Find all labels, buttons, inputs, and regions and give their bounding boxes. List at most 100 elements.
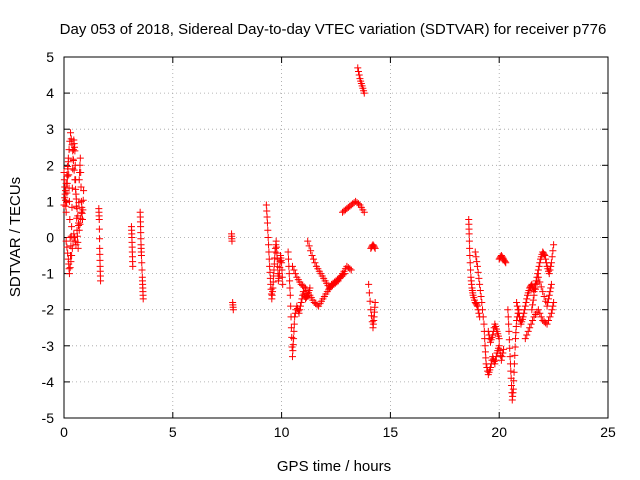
data-point [65,146,73,154]
y-tick-label: 0 [46,230,54,246]
data-point [137,252,145,260]
data-point [77,169,85,177]
data-point [290,266,298,274]
data-point [284,248,292,256]
data-point [63,171,71,179]
data-point [537,283,545,291]
data-point [473,262,481,270]
data-point [77,183,85,191]
data-point [69,147,77,155]
data-point [265,241,273,249]
data-point [486,363,494,371]
data-point [129,262,137,270]
data-point [73,205,81,213]
data-point [287,324,295,332]
data-point [514,306,522,314]
data-point [366,297,374,305]
data-point [269,284,277,292]
data-point [67,258,75,266]
data-point [68,141,76,149]
data-point [67,129,75,137]
data-point [548,253,556,261]
data-point [289,347,297,355]
data-point [66,264,74,272]
y-tick-label: -5 [42,410,55,426]
data-point [64,163,72,171]
y-tick-label: -3 [42,338,55,354]
data-point [65,197,73,205]
data-point [475,274,483,282]
data-point [287,302,295,310]
data-point [504,306,512,314]
data-point [266,268,274,276]
data-point [535,262,543,270]
data-point [531,284,539,292]
data-point [68,244,76,252]
data-point [512,335,520,343]
data-point [510,368,518,376]
x-tick-label: 20 [491,424,507,440]
data-point [295,309,303,317]
data-point [66,215,74,223]
data-point [304,237,312,245]
data-point [68,203,76,211]
data-point [512,329,520,337]
chart-title: Day 053 of 2018, Sidereal Day-to-day VTE… [60,21,607,38]
data-point [479,313,487,321]
data-point [549,247,557,255]
data-point [75,219,83,227]
data-point [354,67,362,75]
data-point [79,196,87,204]
data-point [536,259,544,267]
data-point [138,259,146,267]
data-point [473,301,481,309]
data-point [300,283,308,291]
data-point [367,306,375,314]
data-point [477,292,485,300]
data-point [71,176,79,184]
data-point [229,306,237,314]
data-point [529,301,537,309]
data-point [69,165,77,173]
data-point [547,309,555,317]
data-point [522,298,530,306]
data-point [275,270,283,278]
data-point [547,284,555,292]
data-point [72,241,80,249]
data-point [497,356,505,364]
data-point [270,266,278,274]
data-point [505,320,513,328]
data-point [61,187,69,195]
data-point [73,232,81,240]
data-point [265,248,273,256]
data-point [77,197,85,205]
data-points [60,64,558,404]
data-point [360,208,368,216]
data-point [62,237,70,245]
data-point [480,320,488,328]
data-point [495,342,503,350]
data-point [481,348,489,356]
data-point [505,336,513,344]
data-point [501,258,509,266]
data-point [370,243,378,251]
data-point [543,320,551,328]
data-point [80,187,88,195]
data-point [62,208,70,216]
data-point [534,273,542,281]
data-point [360,89,368,97]
data-point [279,280,287,288]
data-point [284,255,292,263]
y-tick-label: 3 [46,121,54,137]
data-point [290,320,298,328]
data-point [465,237,473,245]
data-point [476,286,484,294]
data-point [539,288,547,296]
data-point [520,309,528,317]
data-point [286,277,294,285]
data-point [371,244,379,252]
x-tick-label: 15 [383,424,399,440]
data-point [534,270,542,278]
data-point [472,253,480,261]
